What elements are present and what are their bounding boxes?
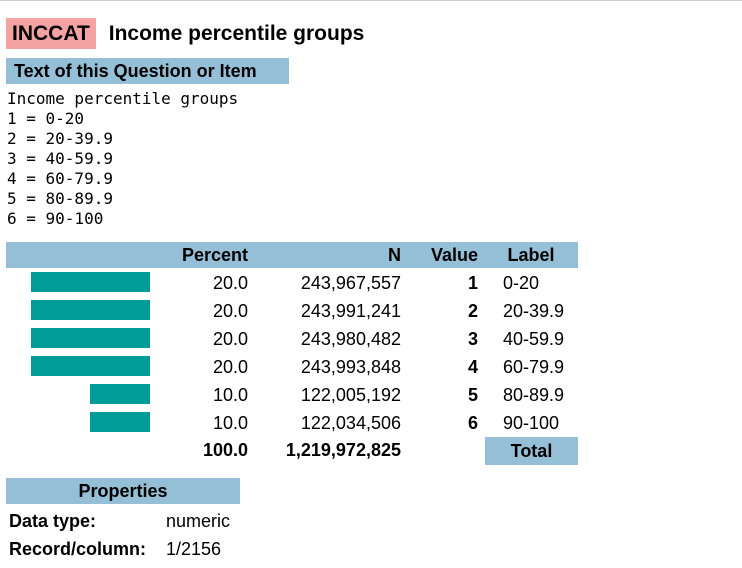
- percent-bar: [31, 328, 150, 348]
- row-label: 20-39.9: [503, 301, 565, 321]
- row-n: 243,991,241: [300, 301, 401, 321]
- column-header-label: Label: [507, 245, 555, 265]
- percent-bar: [31, 300, 150, 320]
- question-text-line: 3 = 40-59.9: [7, 149, 113, 168]
- row-label: 0-20: [503, 273, 540, 293]
- row-label: 40-59.9: [503, 329, 565, 349]
- row-label: 80-89.9: [503, 385, 565, 405]
- property-record-column: Record/column: 1/2156: [9, 537, 221, 561]
- row-label: 60-79.9: [503, 357, 565, 377]
- row-percent: 20.0: [212, 301, 248, 321]
- row-percent: 20.0: [212, 273, 248, 293]
- row-value: 6: [467, 413, 478, 433]
- table-row: 10.0 122,005,192 5 80-89.9: [6, 382, 578, 410]
- property-data-type-value: numeric: [166, 511, 231, 531]
- row-n: 243,980,482: [300, 329, 401, 349]
- percent-bar: [31, 272, 150, 292]
- table-row: 10.0 122,034,506 6 90-100: [6, 410, 578, 438]
- row-n: 122,034,506: [300, 413, 401, 433]
- percent-bar: [90, 384, 150, 404]
- top-divider: [0, 0, 742, 1]
- row-percent: 20.0: [212, 357, 248, 377]
- total-n: 1,219,972,825: [285, 440, 401, 460]
- percent-bar: [90, 412, 150, 432]
- column-header-value: Value: [430, 245, 478, 265]
- row-label: 90-100: [503, 413, 560, 433]
- property-record-column-value: 1/2156: [166, 539, 222, 559]
- question-text-line: Income percentile groups: [7, 89, 239, 108]
- row-value: 2: [467, 301, 478, 321]
- row-value: 5: [467, 385, 478, 405]
- table-row: 20.0 243,991,241 2 20-39.9: [6, 298, 578, 326]
- percent-bar: [31, 356, 150, 376]
- row-percent: 20.0: [212, 329, 248, 349]
- property-record-column-label: Record/column:: [9, 539, 147, 559]
- question-text-line: 5 = 80-89.9: [7, 189, 113, 208]
- table-row: 20.0 243,993,848 4 60-79.9: [6, 354, 578, 382]
- row-n: 243,967,557: [300, 273, 401, 293]
- question-text-header: Text of this Question or Item: [6, 58, 289, 84]
- question-text-line: 4 = 60-79.9: [7, 169, 113, 188]
- row-value: 1: [467, 273, 478, 293]
- total-label: Total: [485, 437, 578, 465]
- property-data-type-label: Data type:: [9, 511, 97, 531]
- row-n: 122,005,192: [300, 385, 401, 405]
- column-header-n: N: [388, 245, 401, 265]
- row-value: 3: [467, 329, 478, 349]
- frequency-total-row: 100.0 1,219,972,825 Total: [6, 437, 578, 465]
- property-data-type: Data type: numeric: [9, 509, 230, 533]
- frequency-table-header: Percent N Value Label: [6, 242, 578, 268]
- properties-header: Properties: [6, 478, 240, 504]
- row-percent: 10.0: [212, 413, 248, 433]
- question-text-line: 1 = 0-20: [7, 109, 85, 128]
- frequency-table-body: 20.0 243,967,557 1 0-20 20.0 243,991,241 2 20-3…: [6, 270, 578, 438]
- variable-title: Income percentile groups: [108, 21, 365, 45]
- question-text-line: 2 = 20-39.9: [7, 129, 113, 148]
- column-header-percent: Percent: [181, 245, 248, 265]
- table-row: 20.0 243,967,557 1 0-20: [6, 270, 578, 298]
- question-text: Income percentile groups 1 = 0-20 2 = 20…: [7, 89, 238, 229]
- row-n: 243,993,848: [300, 357, 401, 377]
- table-row: 20.0 243,980,482 3 40-59.9: [6, 326, 578, 354]
- question-text-line: 6 = 90-100: [7, 209, 104, 228]
- variable-header: INCCAT Income percentile groups: [6, 18, 364, 49]
- variable-name-badge: INCCAT: [6, 18, 96, 49]
- row-percent: 10.0: [212, 385, 248, 405]
- row-value: 4: [467, 357, 478, 377]
- total-percent: 100.0: [202, 440, 248, 460]
